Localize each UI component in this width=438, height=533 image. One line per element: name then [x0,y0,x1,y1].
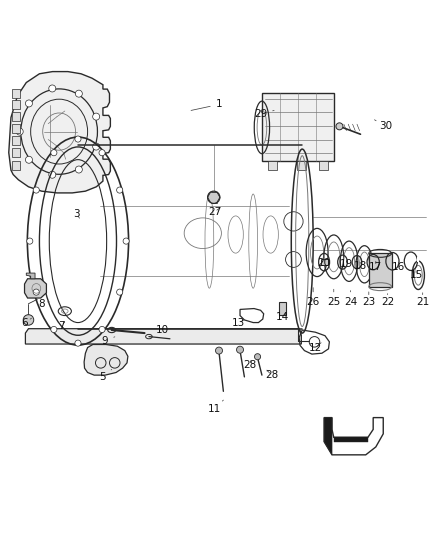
Circle shape [93,143,100,150]
Circle shape [16,128,23,135]
Text: 28: 28 [243,360,256,370]
Circle shape [208,191,220,204]
Polygon shape [324,418,383,455]
Circle shape [75,340,81,346]
Circle shape [25,156,32,163]
Circle shape [75,166,82,173]
Circle shape [75,90,82,97]
Circle shape [237,346,244,353]
Bar [12,124,20,133]
Text: 13: 13 [232,318,245,328]
Text: 16: 16 [392,262,405,272]
Polygon shape [334,437,368,442]
Text: 29: 29 [254,109,274,119]
Polygon shape [324,418,332,455]
Text: 23: 23 [362,292,375,308]
Bar [268,160,277,170]
Text: 30: 30 [374,120,392,131]
Text: 25: 25 [327,289,340,308]
Polygon shape [26,273,35,279]
Bar [12,148,20,157]
Polygon shape [84,344,128,375]
Polygon shape [25,329,301,344]
Bar [12,89,20,98]
Text: 8: 8 [38,298,49,309]
Text: 5: 5 [99,369,112,382]
Circle shape [336,123,343,130]
Text: 14: 14 [276,312,289,322]
Text: 22: 22 [381,294,394,308]
Circle shape [49,171,56,178]
Text: 15: 15 [410,270,423,280]
Text: 11: 11 [208,400,223,414]
Text: 6: 6 [21,318,32,328]
Bar [12,161,20,170]
Circle shape [23,314,34,325]
Bar [279,302,286,314]
Text: 17: 17 [369,261,382,271]
Text: 27: 27 [208,207,221,217]
Text: 12: 12 [309,343,322,352]
Polygon shape [262,93,334,161]
Text: 19: 19 [340,260,353,269]
Circle shape [254,354,261,360]
Circle shape [75,136,81,142]
Circle shape [33,187,39,193]
Bar [321,259,328,265]
Circle shape [117,289,123,295]
Bar [12,100,20,109]
Bar [319,160,328,170]
Circle shape [51,326,57,333]
Text: 7: 7 [58,321,65,330]
Circle shape [49,85,56,92]
Polygon shape [9,71,110,193]
Text: 26: 26 [307,288,320,308]
Circle shape [123,238,129,244]
Polygon shape [25,279,46,298]
Text: 1: 1 [191,100,223,110]
Circle shape [215,347,223,354]
Bar [297,160,306,170]
Circle shape [99,326,105,333]
Text: 9: 9 [102,336,115,346]
Circle shape [33,289,39,295]
Text: 21: 21 [416,293,429,308]
Text: 10: 10 [155,325,169,335]
Circle shape [25,100,32,107]
Text: 24: 24 [344,290,357,308]
Bar [12,136,20,145]
Circle shape [117,187,123,193]
Circle shape [99,150,105,156]
Text: 20: 20 [318,258,331,268]
Circle shape [51,150,57,156]
Bar [12,112,20,120]
Text: 18: 18 [353,261,367,271]
Text: 28: 28 [265,370,278,380]
Bar [369,253,392,287]
Text: 3: 3 [73,209,80,219]
Circle shape [27,238,33,244]
Circle shape [93,113,100,120]
